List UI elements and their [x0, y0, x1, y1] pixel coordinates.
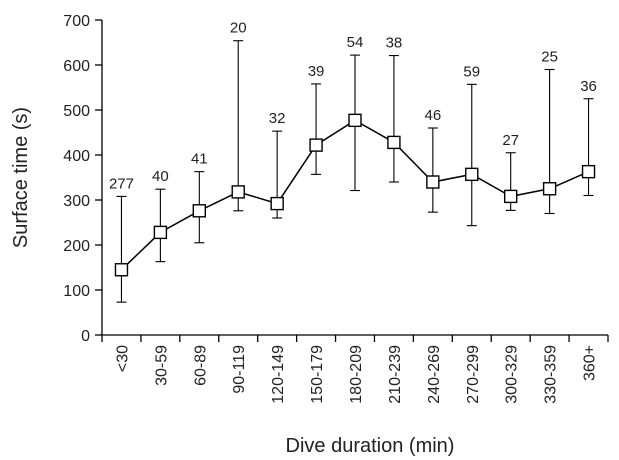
- x-tick-label: 330-359: [543, 345, 560, 404]
- count-label: 32: [269, 110, 286, 127]
- y-tick-label: 500: [63, 103, 90, 120]
- count-label: 38: [386, 35, 403, 52]
- count-label: 27: [502, 132, 519, 149]
- x-tick-label: 90-119: [231, 345, 248, 394]
- x-tick-label: 270-299: [465, 345, 482, 404]
- x-tick-label: 210-239: [387, 345, 404, 404]
- x-axis-title: Dive duration (min): [286, 435, 455, 457]
- data-point-marker: [465, 167, 479, 182]
- data-point-marker: [387, 135, 401, 150]
- x-tick-label: 60-89: [192, 345, 209, 386]
- x-tick-label: 300-329: [504, 345, 521, 404]
- x-tick-label: 150-179: [309, 345, 326, 404]
- x-tick-label: <30: [114, 345, 131, 372]
- count-labels: 277 40 41 20 32 39 54 38 46 59 27 25 36: [109, 20, 597, 193]
- count-label: 277: [109, 175, 134, 192]
- data-point-marker: [542, 182, 557, 196]
- data-point-marker: [270, 196, 284, 211]
- y-axis-title: Surface time (s): [10, 107, 32, 248]
- y-tick-label: 0: [81, 328, 90, 345]
- count-label: 41: [191, 151, 208, 168]
- count-label: 54: [347, 34, 364, 51]
- y-tick-label: 300: [63, 193, 90, 210]
- x-tick-label: 120-149: [270, 345, 287, 404]
- data-point-marker: [348, 113, 362, 128]
- data-point-marker: [153, 225, 168, 240]
- count-label: 36: [580, 78, 597, 95]
- markers: [114, 113, 596, 277]
- x-tick-label: 240-269: [426, 345, 443, 404]
- y-tick-label: 100: [63, 283, 90, 300]
- data-point-marker: [192, 204, 207, 218]
- data-point-marker: [114, 263, 129, 277]
- axes: [101, 20, 608, 336]
- y-ticks: 0 100 200 300 400 500 600 700: [63, 13, 102, 345]
- data-point-marker: [426, 175, 440, 189]
- error-bars: [116, 40, 594, 303]
- x-tick-label: 30-59: [153, 345, 170, 386]
- y-tick-label: 600: [63, 58, 90, 75]
- count-label: 20: [230, 20, 247, 37]
- data-point-marker: [309, 138, 323, 152]
- count-label: 39: [308, 63, 325, 80]
- data-point-marker: [231, 185, 245, 199]
- y-tick-label: 200: [63, 238, 90, 255]
- count-label: 25: [541, 49, 558, 66]
- count-label: 59: [463, 63, 480, 80]
- x-tick-label: 180-209: [348, 345, 365, 404]
- x-ticks: <30 30-59 60-89 90-119 120-149 150-179 180-209…: [101, 335, 609, 404]
- x-tick-label: 360+: [582, 345, 599, 381]
- data-point-marker: [581, 164, 596, 179]
- data-point-marker: [503, 189, 518, 204]
- count-label: 46: [425, 107, 442, 124]
- y-tick-label: 700: [63, 13, 90, 30]
- count-label: 40: [152, 168, 169, 185]
- y-tick-label: 400: [63, 148, 90, 165]
